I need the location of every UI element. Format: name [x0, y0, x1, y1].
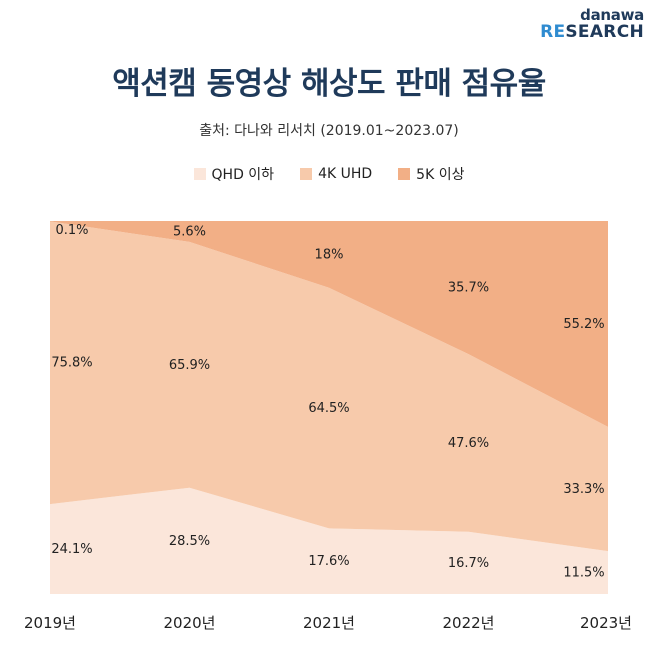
- data-label-qhd-0: 24.1%: [51, 542, 92, 557]
- x-tick-label-0: 2019년: [24, 614, 76, 632]
- data-label-5k-0: 0.1%: [55, 223, 88, 238]
- data-label-qhd-1: 28.5%: [169, 534, 210, 549]
- x-tick-label-2: 2021년: [303, 614, 355, 632]
- data-label-qhd-4: 11.5%: [563, 566, 604, 581]
- data-label-4k-uhd-1: 65.9%: [169, 358, 210, 373]
- data-label-4k-uhd-3: 47.6%: [448, 436, 489, 451]
- x-tick-label-1: 2020년: [164, 614, 216, 632]
- area-chart: 24.1% 28.5% 17.6% 16.7% 11.5% 75.8% 65.9% 64.5%…: [0, 0, 658, 658]
- data-label-qhd-2: 17.6%: [308, 554, 349, 569]
- data-label-5k-2: 18%: [315, 247, 344, 262]
- data-label-5k-4: 55.2%: [563, 317, 604, 332]
- data-label-4k-uhd-0: 75.8%: [51, 356, 92, 371]
- data-label-5k-1: 5.6%: [173, 224, 206, 239]
- data-label-4k-uhd-2: 64.5%: [308, 401, 349, 416]
- x-tick-label-4: 2023년: [580, 614, 632, 632]
- data-label-4k-uhd-4: 33.3%: [563, 482, 604, 497]
- x-tick-label-3: 2022년: [443, 614, 495, 632]
- data-label-qhd-3: 16.7%: [448, 556, 489, 571]
- data-label-5k-3: 35.7%: [448, 281, 489, 296]
